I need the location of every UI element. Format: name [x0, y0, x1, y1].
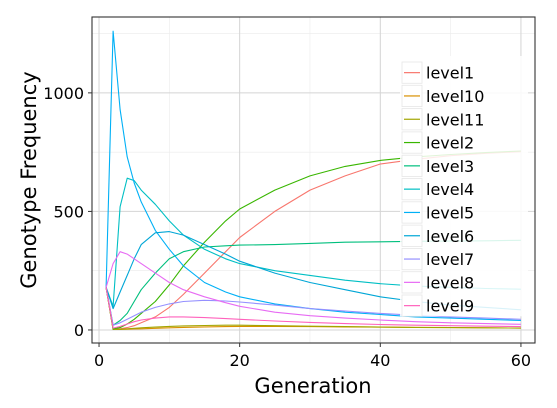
legend: level1 level10 level11 level2 level3 level4 le… — [400, 56, 528, 317]
x-tick-label: 20 — [229, 351, 249, 370]
legend-label-level9: level9 — [426, 297, 474, 316]
x-tick-label: 40 — [370, 351, 390, 370]
legend-label-level5: level5 — [426, 203, 474, 222]
legend-label-level3: level3 — [426, 157, 474, 176]
panel-border — [91, 16, 536, 344]
y-tick-label: 0 — [74, 321, 84, 340]
series-line-level8 — [105, 251, 521, 325]
legend-label-level11: level11 — [426, 110, 484, 129]
legend-label-level6: level6 — [426, 227, 474, 246]
y-tick-label: 1000 — [43, 84, 84, 103]
legend-label-level10: level10 — [426, 87, 484, 106]
x-tick-label: 0 — [94, 351, 104, 370]
legend-label-level4: level4 — [426, 180, 474, 199]
legend-label-level2: level2 — [426, 134, 474, 153]
y-axis-title: Genotype Frequency — [17, 71, 41, 288]
series-line-level9 — [105, 287, 521, 329]
legend-label-level7: level7 — [426, 250, 474, 269]
axis-layer: 0 20 40 60 0 500 1000 — [43, 84, 531, 370]
legend-label-level8: level8 — [426, 273, 474, 292]
series-line-level11 — [105, 287, 521, 331]
x-tick-label: 60 — [511, 351, 531, 370]
y-tick-label: 500 — [53, 202, 84, 221]
x-axis-title: Generation — [254, 374, 371, 398]
legend-label-level1: level1 — [426, 64, 474, 83]
